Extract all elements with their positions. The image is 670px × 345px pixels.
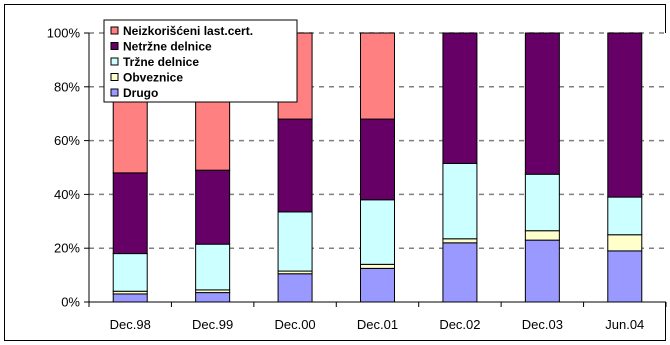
bar-segment xyxy=(360,118,395,201)
legend-swatch xyxy=(110,73,119,81)
y-tick-label: 80% xyxy=(54,79,80,94)
x-tick-label: Jun.04 xyxy=(605,317,644,332)
bar-segment xyxy=(195,243,231,291)
x-tick-label: Dec.00 xyxy=(274,317,315,332)
legend-box xyxy=(103,19,298,103)
bar-segment xyxy=(277,211,313,272)
bar-segment xyxy=(442,162,478,240)
bar-segment xyxy=(360,199,395,265)
x-tick-label: Dec.02 xyxy=(439,317,480,332)
bar-segment xyxy=(524,230,560,241)
x-tick-label: Dec.01 xyxy=(357,317,398,332)
legend-swatch xyxy=(110,26,119,35)
legend-label: Neizkorišćeni last.cert. xyxy=(123,24,253,38)
y-tick-label: 0% xyxy=(61,295,80,310)
y-tick-label: 60% xyxy=(54,133,80,148)
bar-segment xyxy=(360,32,395,120)
bar-segment xyxy=(277,273,313,303)
bar-segment xyxy=(524,239,560,303)
legend-label: Netržne delnice xyxy=(123,40,212,54)
legend-label: Obveznice xyxy=(123,71,183,85)
legend-swatch xyxy=(110,57,119,66)
bar-segment xyxy=(195,169,231,245)
legend-swatch xyxy=(110,88,119,97)
y-tick-label: 40% xyxy=(54,187,80,202)
bar-segment xyxy=(360,263,395,269)
bar-segment xyxy=(195,292,231,303)
bar-segment xyxy=(524,173,560,232)
bar-segment xyxy=(607,234,643,252)
bar-segment xyxy=(112,172,148,255)
bar-segment xyxy=(524,32,560,175)
legend-label: Tržne delnice xyxy=(123,55,199,69)
bar-segment xyxy=(442,32,478,164)
x-tick-label: Dec.03 xyxy=(522,317,563,332)
legend-label: Drugo xyxy=(123,86,158,100)
bar-segment xyxy=(277,118,313,213)
bar-segment xyxy=(607,32,643,198)
bar-segment xyxy=(442,242,478,303)
bar-segment xyxy=(112,293,148,303)
bar-segment xyxy=(360,267,395,303)
bar-segment xyxy=(112,253,148,292)
bar-segment xyxy=(607,250,643,303)
y-tick-label: 100% xyxy=(47,26,81,41)
legend-swatch xyxy=(110,42,119,50)
x-tick-label: Dec.99 xyxy=(192,317,233,332)
bar-segment xyxy=(442,238,478,244)
y-tick-label: 20% xyxy=(54,241,80,256)
bar-segment xyxy=(607,196,643,236)
x-tick-label: Dec.98 xyxy=(110,317,151,332)
